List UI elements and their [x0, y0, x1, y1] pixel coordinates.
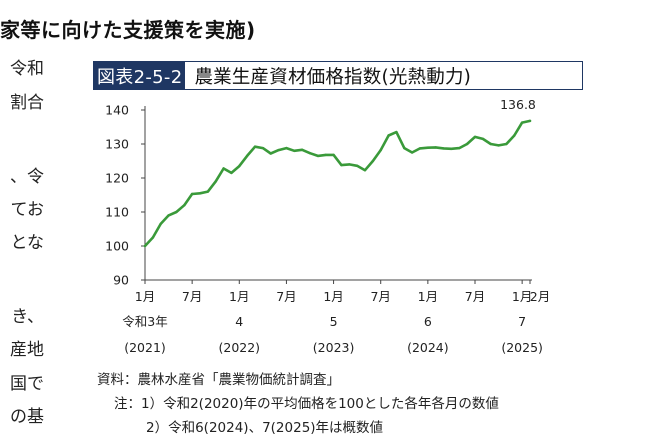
data-point [206, 190, 210, 193]
y-tick-label: 90 [113, 273, 129, 288]
data-point [222, 167, 225, 170]
data-point [261, 146, 265, 150]
body-text-line: てお [10, 200, 45, 220]
year-western-label: (2025) [501, 340, 543, 355]
data-point [230, 171, 233, 175]
data-point [277, 148, 280, 152]
data-point [175, 210, 178, 214]
source-note: 資料：農林水産省「農業物価統計調査」 [97, 372, 340, 388]
data-point [324, 153, 327, 157]
year-era-label: 4 [235, 314, 243, 329]
x-tick-label: 1月 [323, 289, 343, 304]
year-western-label: (2021) [124, 340, 166, 355]
data-point [214, 180, 217, 183]
section-heading: 家等に向けた支援策を実施) [0, 18, 256, 42]
series-line [143, 119, 532, 248]
x-tick-label: 7月 [182, 289, 202, 304]
year-era-label: 6 [424, 314, 432, 329]
data-point [269, 152, 272, 155]
data-point [355, 164, 359, 167]
data-point [285, 146, 288, 150]
data-point [473, 135, 477, 139]
year-western-label: (2024) [407, 340, 449, 355]
data-point [316, 154, 320, 158]
data-point [465, 142, 469, 146]
data-point [434, 146, 437, 149]
body-text-line: き、 [11, 307, 44, 327]
data-point [481, 137, 485, 141]
data-point [395, 130, 398, 134]
data-point [371, 159, 375, 163]
y-tick-label: 110 [105, 205, 129, 220]
y-tick-label: 120 [105, 171, 129, 186]
body-text-line: 、令 [10, 167, 44, 187]
x-tick-label: 1月 [229, 289, 249, 304]
x-tick-label: 7月 [370, 289, 390, 304]
body-text-column: 令和割合、令ておとなき、産地国での基 [0, 54, 48, 434]
data-point [308, 152, 312, 155]
body-text-line: 令和 [10, 59, 44, 79]
x-tick-label: 1月 [512, 289, 532, 304]
data-point [520, 121, 524, 124]
data-point [300, 148, 304, 151]
data-point [442, 147, 445, 150]
data-point [497, 144, 500, 147]
x-tick-label: 1月 [418, 289, 438, 304]
data-point [505, 142, 508, 146]
end-value-label: 136.8 [500, 97, 536, 112]
data-point [528, 119, 532, 123]
data-point [418, 147, 422, 150]
year-era-label: 令和3年 [122, 314, 167, 329]
data-point [403, 146, 406, 150]
data-point [238, 164, 241, 168]
figure-id: 図表2-5-2 [94, 62, 186, 89]
x-tick-label: 7月 [276, 289, 296, 304]
body-text-line: 産地 [10, 340, 44, 360]
data-point [293, 149, 296, 152]
data-point [253, 145, 257, 148]
data-point [340, 163, 343, 167]
year-western-label: (2023) [313, 340, 355, 355]
x-tick-label: 1月 [135, 289, 155, 304]
data-point [198, 192, 202, 195]
data-point [458, 146, 461, 150]
data-point [183, 204, 186, 207]
body-text-line: とな [10, 233, 45, 253]
data-point [410, 151, 414, 154]
body-text-line: の基 [10, 407, 44, 427]
x-tick-label: 2月 [530, 289, 550, 304]
y-tick-label: 130 [105, 137, 129, 152]
data-point [190, 192, 194, 196]
x-tick-label: 7月 [465, 289, 485, 304]
footnote-2: 2）令和6(2024)、7(2025)年は概数値 [146, 420, 384, 436]
data-point [387, 134, 390, 137]
year-era-label: 5 [330, 314, 338, 329]
footnote-1: 注：1）令和2(2020)年の平均価格を100とした各年各月の数値 [114, 396, 499, 412]
data-point [379, 148, 382, 152]
data-point [151, 236, 155, 239]
data-point [348, 163, 351, 166]
y-tick-label: 100 [105, 239, 129, 254]
data-point [363, 169, 367, 172]
data-point [332, 153, 335, 157]
body-text-line: 国で [10, 374, 44, 394]
body-text-line: 割合 [10, 93, 44, 113]
figure-title-box: 図表2-5-2 農業生産資材価格指数(光熱動力) [93, 61, 583, 90]
year-era-label: 7 [518, 314, 526, 329]
year-western-label: (2022) [218, 340, 260, 355]
data-point [159, 222, 162, 226]
data-point [513, 134, 516, 137]
data-point [143, 244, 147, 248]
y-tick-label: 140 [105, 103, 129, 118]
data-point [245, 154, 249, 158]
data-point [450, 147, 453, 150]
figure-title: 農業生産資材価格指数(光熱動力) [194, 66, 472, 88]
data-point [426, 146, 430, 149]
data-point [489, 142, 492, 146]
data-point [167, 214, 170, 217]
